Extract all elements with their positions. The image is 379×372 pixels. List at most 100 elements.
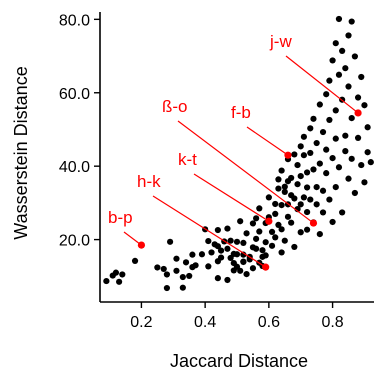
annotation-label: h-k <box>137 172 161 191</box>
x-ticks: 0.2 0.4 0.6 0.8 <box>130 302 344 331</box>
data-point <box>297 229 304 236</box>
data-point <box>240 239 247 246</box>
data-point <box>335 164 343 171</box>
data-point <box>316 230 323 238</box>
data-point <box>214 243 221 250</box>
data-point <box>332 184 339 191</box>
data-point <box>342 65 349 72</box>
data-point <box>173 255 180 262</box>
data-point <box>297 201 304 208</box>
data-point <box>303 208 311 216</box>
y-axis-title: Wasserstein Distance <box>11 66 31 239</box>
data-point <box>310 115 317 122</box>
data-point <box>240 258 247 265</box>
y-tick-label: 60.0 <box>59 86 90 103</box>
annotation-leader-line <box>193 173 270 222</box>
data-point <box>364 124 371 131</box>
annotations-layer: b-ph-k k-t ß-o f-b j-w <box>108 32 362 271</box>
data-point <box>103 277 110 285</box>
data-point <box>160 265 167 273</box>
data-point <box>243 230 250 237</box>
data-point <box>332 135 339 142</box>
data-point <box>313 139 320 147</box>
annotation-label: f-b <box>231 103 251 122</box>
data-point <box>275 176 282 183</box>
data-point <box>358 161 365 169</box>
data-point <box>233 251 241 258</box>
data-point <box>272 234 279 241</box>
data-point <box>224 245 231 252</box>
data-point <box>186 272 193 280</box>
data-point <box>253 235 260 242</box>
data-point <box>237 267 244 274</box>
data-point <box>367 159 374 166</box>
data-point <box>345 175 352 182</box>
data-point <box>179 284 186 291</box>
y-tick-label: 20.0 <box>59 233 90 250</box>
data-point <box>316 160 323 167</box>
data-point <box>281 183 288 190</box>
data-point <box>348 18 355 25</box>
highlight-point <box>284 151 292 159</box>
data-point <box>275 221 282 229</box>
data-point <box>364 149 371 156</box>
data-point <box>284 213 292 220</box>
data-point <box>303 226 311 233</box>
data-point <box>339 209 346 216</box>
data-point <box>272 200 279 208</box>
data-point <box>173 267 180 274</box>
data-point <box>253 215 260 222</box>
annotation-leader-line <box>177 120 314 224</box>
data-point <box>319 128 327 136</box>
data-point <box>256 228 263 235</box>
data-point <box>332 107 339 114</box>
data-point <box>361 102 368 109</box>
data-point <box>192 262 199 269</box>
data-point <box>259 247 266 254</box>
data-point <box>262 252 269 259</box>
data-point <box>288 174 295 182</box>
x-axis-title: Jaccard Distance <box>170 351 308 371</box>
data-point <box>307 196 314 203</box>
data-point <box>268 242 276 249</box>
y-ticks: 20.0 40.0 60.0 80.0 <box>59 12 100 250</box>
data-point <box>281 188 288 195</box>
data-point <box>335 71 343 78</box>
data-point <box>214 275 221 282</box>
data-point <box>297 172 304 180</box>
data-point <box>275 185 282 192</box>
data-point <box>358 73 365 81</box>
annotation-label: k-t <box>178 150 197 169</box>
data-point <box>319 187 327 194</box>
data-point <box>332 40 339 47</box>
highlight-point <box>262 263 270 271</box>
data-point <box>307 149 314 157</box>
data-point <box>198 251 206 258</box>
data-point <box>310 166 317 173</box>
data-point <box>348 155 355 162</box>
x-tick-label: 0.2 <box>130 314 152 331</box>
data-point <box>329 57 336 64</box>
data-point <box>205 263 212 270</box>
data-point <box>326 196 333 203</box>
data-point <box>233 238 241 245</box>
data-point <box>163 284 171 292</box>
data-point <box>335 15 343 23</box>
data-point <box>182 259 190 266</box>
data-point <box>268 228 276 235</box>
data-point <box>300 152 308 159</box>
data-point <box>303 184 311 191</box>
data-point <box>217 254 225 261</box>
annotation-leader-line <box>246 126 289 156</box>
data-point <box>240 251 247 258</box>
annotation-label: ß-o <box>162 97 188 116</box>
data-point <box>291 151 298 158</box>
data-point <box>361 179 368 186</box>
data-point <box>294 181 301 188</box>
data-point <box>278 249 285 256</box>
data-point <box>214 226 221 234</box>
data-point <box>243 271 250 278</box>
data-point <box>354 94 362 101</box>
data-point <box>313 184 320 191</box>
